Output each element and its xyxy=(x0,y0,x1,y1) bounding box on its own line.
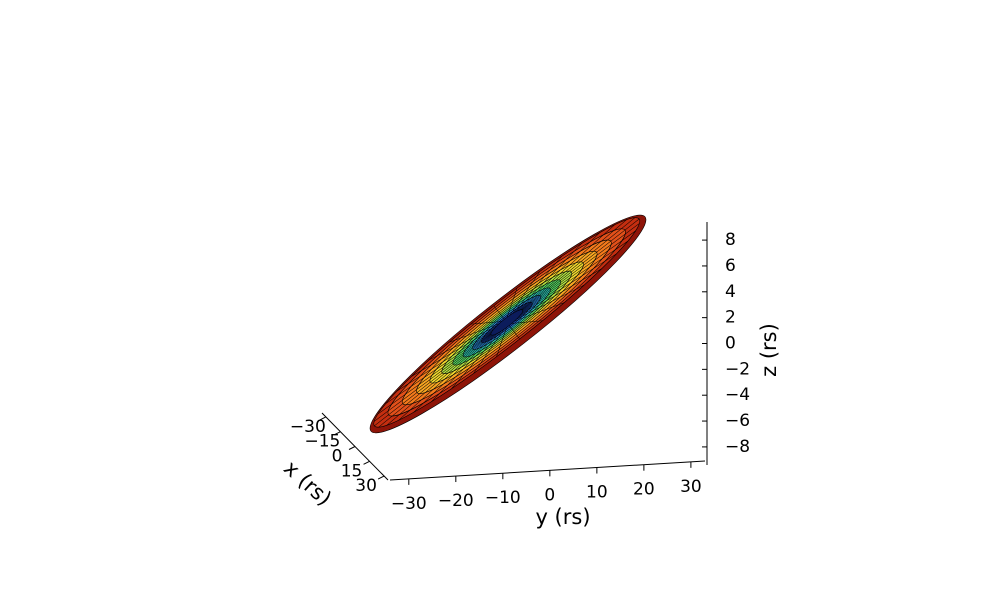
surface-mesh xyxy=(385,331,493,404)
y-tick-label: 30 xyxy=(680,477,702,497)
surface-mesh xyxy=(373,333,491,422)
surface-mesh xyxy=(377,332,492,415)
z-tick-label: −2 xyxy=(725,359,750,379)
surface-mesh xyxy=(506,288,518,318)
surface-mesh xyxy=(509,325,520,340)
x-tick xyxy=(348,446,356,450)
surface-mesh xyxy=(496,327,507,357)
y-tick-label: 20 xyxy=(633,480,655,500)
y-tick-label: −20 xyxy=(438,491,474,511)
z-tick-label: 6 xyxy=(725,256,736,276)
z-tick-label: −8 xyxy=(725,437,750,457)
surface-mesh xyxy=(520,253,617,316)
x-tick xyxy=(377,475,385,480)
surface-mesh xyxy=(451,331,502,389)
surface-mesh xyxy=(521,217,636,310)
z-tick-label: 0 xyxy=(725,334,736,354)
surface-mesh xyxy=(493,305,505,320)
x-tick xyxy=(334,431,341,436)
surface-mesh xyxy=(411,327,495,377)
z-tick-label: 8 xyxy=(725,230,736,250)
surface-mesh xyxy=(396,329,494,392)
surface-mesh xyxy=(519,224,616,311)
surface-mesh xyxy=(449,323,500,343)
surface-mesh xyxy=(413,333,497,413)
z-tick-label: 4 xyxy=(725,282,736,302)
x-tick-label: 0 xyxy=(332,447,343,467)
y-tick-label: 0 xyxy=(544,485,555,505)
x-tick-label: 15 xyxy=(341,461,363,481)
y-axis-line xyxy=(389,460,706,481)
z-tick-label: −6 xyxy=(725,411,750,431)
surface-mesh xyxy=(512,256,562,314)
surface-mesh xyxy=(518,268,602,318)
y-tick-label: −30 xyxy=(391,494,427,514)
x-tick-label: 30 xyxy=(355,476,377,496)
surface-mesh xyxy=(509,271,541,316)
surface-mesh xyxy=(522,218,640,311)
surface-mesh xyxy=(514,243,583,313)
surface-mesh xyxy=(386,334,493,426)
surface xyxy=(369,214,647,434)
z-tick-label: 2 xyxy=(725,308,736,328)
surface-mesh xyxy=(398,334,495,421)
x-axis-label: x (rs) xyxy=(279,456,336,511)
x-tick-label: −15 xyxy=(304,432,340,452)
y-axis-label: y (rs) xyxy=(535,505,590,529)
surface-mesh xyxy=(429,325,497,361)
surface-mesh xyxy=(521,240,629,314)
x-tick xyxy=(319,416,327,421)
surface-mesh xyxy=(378,334,492,428)
surface-mesh xyxy=(374,334,492,427)
z-axis-label: z (rs) xyxy=(757,323,781,377)
surface-mesh xyxy=(431,332,499,402)
surface-mesh xyxy=(517,232,601,312)
surface-mesh xyxy=(511,320,543,324)
surface-mesh xyxy=(520,219,627,310)
surface-mesh xyxy=(516,284,585,320)
surface-mesh xyxy=(522,230,636,313)
y-tick-label: −10 xyxy=(485,488,521,508)
z-tick-label: −4 xyxy=(725,385,750,405)
x-tick-label: −30 xyxy=(290,417,326,437)
surface-mesh xyxy=(514,302,565,322)
surface-mesh xyxy=(471,321,502,325)
surface-mesh xyxy=(522,223,640,312)
x-tick xyxy=(363,460,370,465)
surface-mesh xyxy=(473,329,504,374)
y-tick-label: 10 xyxy=(586,483,608,503)
